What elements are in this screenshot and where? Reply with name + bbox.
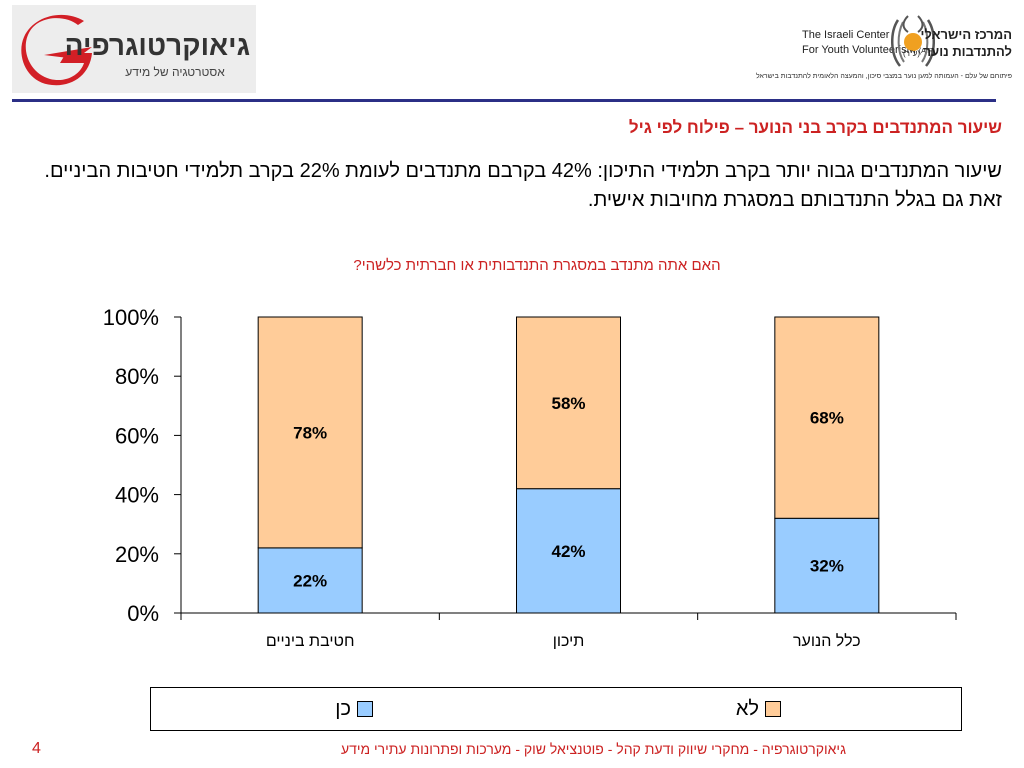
- chart-title: האם אתה מתנדב במסגרת התנדבותית או חברתית…: [353, 257, 720, 274]
- x-tick-label: כלל הנוער: [793, 632, 861, 650]
- page-number: 4: [32, 740, 41, 757]
- brand-name: גיאוקרטוגרפיה: [64, 30, 250, 61]
- g-swoosh-icon: [21, 14, 93, 86]
- x-tick-label: חטיבת ביניים: [266, 633, 355, 650]
- x-tick-label: תיכון: [553, 633, 585, 650]
- legend-label-no: לא: [735, 697, 759, 720]
- slide-title: שיעור המתנדבים בקרב בני הנוער – פילוח לפ…: [628, 118, 1002, 137]
- data-label: 78%: [293, 423, 327, 442]
- y-tick-label: 0%: [127, 601, 159, 626]
- header-divider: [12, 99, 996, 102]
- legend-swatch-yes: [357, 701, 373, 717]
- bar-segment-yes: [516, 488, 621, 614]
- data-label: 68%: [810, 409, 844, 428]
- y-tick-label: 60%: [115, 423, 159, 448]
- y-tick-label: 40%: [115, 483, 159, 508]
- geocartography-logo: גיאוקרטוגרפיה אסטרטגיה של מידע: [12, 5, 256, 93]
- slide-body-text: שיעור המתנדבים גבוה יותר בקרב תלמידי התי…: [44, 160, 1002, 211]
- data-label: 42%: [551, 542, 585, 561]
- hands-sun-icon: [891, 15, 935, 67]
- legend-item-yes: כן: [335, 698, 373, 720]
- youth-volunteerism-logo: The Israeli Center For Youth Volunteeris…: [756, 10, 1016, 88]
- data-label: 32%: [810, 557, 844, 576]
- footer-text: גיאוקרטוגרפיה - מחקרי שיווק ודעת קהל - פ…: [340, 741, 846, 757]
- logo-hebrew-name: המרכז הישראלי להתנדבות נוער (ע"ר): [902, 27, 1012, 59]
- brand-tagline: אסטרטגיה של מידע: [125, 65, 225, 79]
- y-tick-label: 20%: [115, 542, 159, 567]
- bar-segment-yes: [257, 547, 363, 614]
- bar-segment-no: [516, 316, 621, 490]
- legend-item-no: לא: [736, 698, 781, 720]
- bar-segment-yes: [774, 517, 880, 614]
- legend-label-yes: כן: [335, 697, 351, 720]
- data-label: 58%: [551, 394, 585, 413]
- logo-subtitle: פיתוחם של עלם - העמותה למען נוער במצבי ס…: [755, 73, 1012, 80]
- stacked-bar-chart: האם אתה מתנדב במסגרת התנדבותית או חברתית…: [103, 257, 957, 650]
- data-label: 22%: [293, 571, 327, 590]
- y-tick-label: 100%: [103, 305, 159, 330]
- chart-legend: כן לא: [150, 687, 962, 731]
- y-tick-label: 80%: [115, 364, 159, 389]
- legend-swatch-no: [765, 701, 781, 717]
- bar-segment-no: [774, 316, 880, 519]
- bar-segment-no: [257, 316, 363, 549]
